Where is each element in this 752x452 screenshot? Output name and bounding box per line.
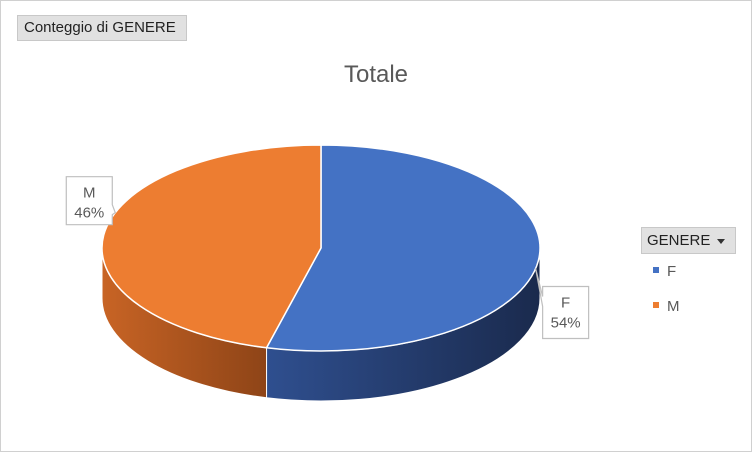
value-field-button[interactable]: Conteggio di GENERE <box>17 15 187 41</box>
callout-percent-m: 46% <box>74 205 104 222</box>
legend-swatch-m <box>653 302 659 309</box>
legend-field-button[interactable]: GENERE <box>641 227 736 254</box>
pie-slice-m[interactable] <box>101 144 322 349</box>
chart-title: Totale <box>343 61 409 88</box>
callout-category-f: F <box>561 294 570 311</box>
pie-slice-f[interactable] <box>265 144 541 352</box>
callout-box-f <box>535 268 590 340</box>
callout-percent-f: 54% <box>551 314 581 331</box>
legend-field-label: GENERE <box>647 232 711 249</box>
legend-item-m: M <box>653 298 680 315</box>
caret-down-icon <box>717 239 725 244</box>
legend-swatch-f <box>653 267 659 274</box>
legend-label-f: F <box>667 263 677 280</box>
callout-category-m: M <box>83 185 96 202</box>
legend-item-f: F <box>653 263 676 280</box>
legend-label-m: M <box>667 298 680 315</box>
callout-box-m <box>65 176 117 226</box>
